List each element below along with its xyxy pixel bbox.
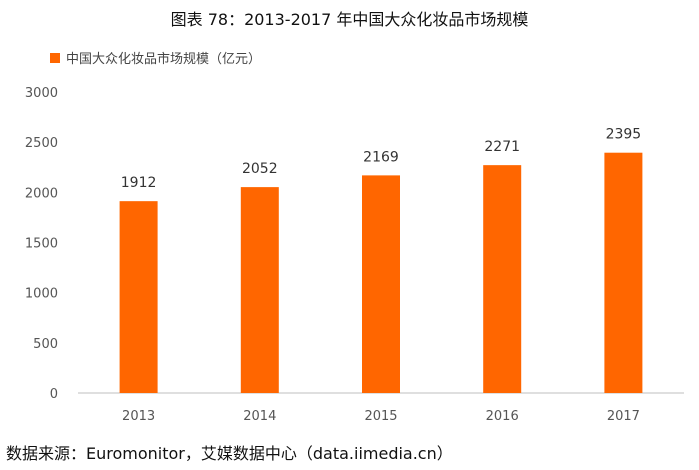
data-label: 2052: [242, 161, 278, 177]
x-tick-label: 2017: [607, 409, 640, 424]
source-note: 数据来源：Euromonitor，艾媒数据中心（data.iimedia.cn）: [6, 444, 453, 463]
legend-label: 中国大众化妆品市场规模（亿元）: [66, 52, 262, 67]
y-tick-label: 3000: [25, 86, 58, 101]
chart-title: 图表 78：2013-2017 年中国大众化妆品市场规模: [170, 10, 529, 29]
y-tick-label: 0: [50, 387, 58, 402]
y-tick-label: 1000: [25, 287, 58, 302]
x-tick-label: 2015: [364, 409, 397, 424]
x-tick-label: 2013: [122, 409, 155, 424]
bar: [240, 187, 279, 393]
bar: [119, 201, 158, 393]
y-tick-label: 2000: [25, 186, 58, 201]
bar-chart: 0 500 1000 1500 2000 2500 3000 1912 2013 2052 2014…: [25, 86, 684, 424]
y-tick-label: 1500: [25, 237, 58, 252]
data-label: 1912: [121, 175, 157, 191]
y-tick-label: 2500: [25, 136, 58, 151]
data-label: 2395: [606, 127, 642, 143]
bar: [604, 152, 643, 393]
data-label: 2271: [484, 139, 520, 155]
x-tick-label: 2016: [486, 409, 519, 424]
legend-swatch: [50, 52, 60, 63]
data-label: 2169: [363, 149, 399, 165]
bar: [483, 165, 522, 393]
legend: 中国大众化妆品市场规模（亿元）: [50, 48, 261, 67]
y-tick-label: 500: [33, 337, 58, 352]
bar: [362, 175, 400, 393]
x-tick-label: 2014: [243, 409, 276, 424]
